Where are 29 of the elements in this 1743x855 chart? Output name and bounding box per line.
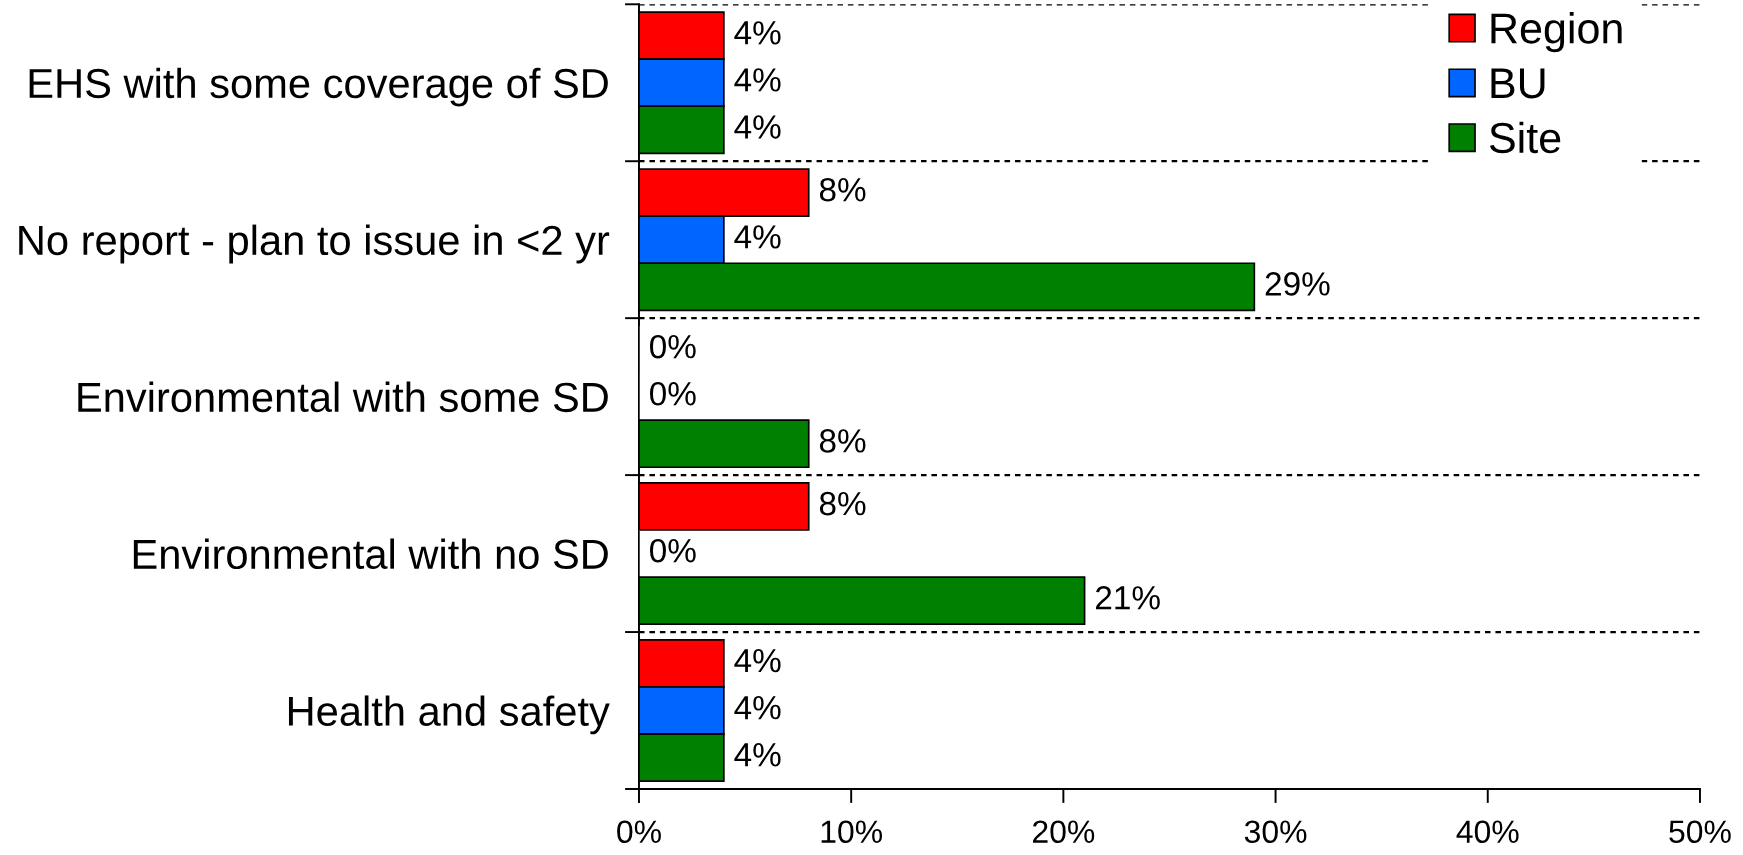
x-tick-label: 10% bbox=[821, 820, 883, 844]
y-tick-label: Environmental with some SD bbox=[78, 381, 608, 413]
data-label: 8% bbox=[819, 491, 866, 516]
legend-label: Region bbox=[1491, 12, 1622, 53]
x-tick-label: 0% bbox=[617, 820, 661, 844]
y-tick-label: Environmental with no SD bbox=[133, 538, 608, 570]
data-label: 29% bbox=[1265, 272, 1330, 296]
data-label: 4% bbox=[734, 225, 781, 249]
data-label: 0% bbox=[650, 381, 696, 406]
y-tick-label: EHS with some coverage of SD bbox=[29, 67, 608, 107]
legend-label: Site bbox=[1489, 121, 1561, 154]
data-label: 4% bbox=[734, 696, 781, 720]
x-tick-label: 20% bbox=[1033, 820, 1095, 844]
data-label: 0% bbox=[650, 334, 696, 359]
x-tick-label: 50% bbox=[1669, 820, 1731, 844]
data-label: 4% bbox=[734, 115, 781, 139]
y-tick-label: No report - plan to issue in <2 yr bbox=[19, 224, 610, 264]
data-label: 8% bbox=[819, 177, 866, 202]
data-label: 4% bbox=[734, 648, 781, 673]
data-label: 21% bbox=[1095, 586, 1160, 610]
data-label: 8% bbox=[819, 429, 866, 453]
data-label: 4% bbox=[734, 21, 781, 45]
y-tick-label: Health and safety bbox=[288, 695, 610, 735]
data-label: 4% bbox=[734, 68, 781, 92]
x-tick-label: 30% bbox=[1244, 820, 1307, 844]
data-label: 4% bbox=[734, 743, 781, 767]
x-tick-label: 40% bbox=[1456, 820, 1519, 844]
data-label: 0% bbox=[650, 538, 696, 563]
legend-label: BU bbox=[1491, 68, 1545, 99]
